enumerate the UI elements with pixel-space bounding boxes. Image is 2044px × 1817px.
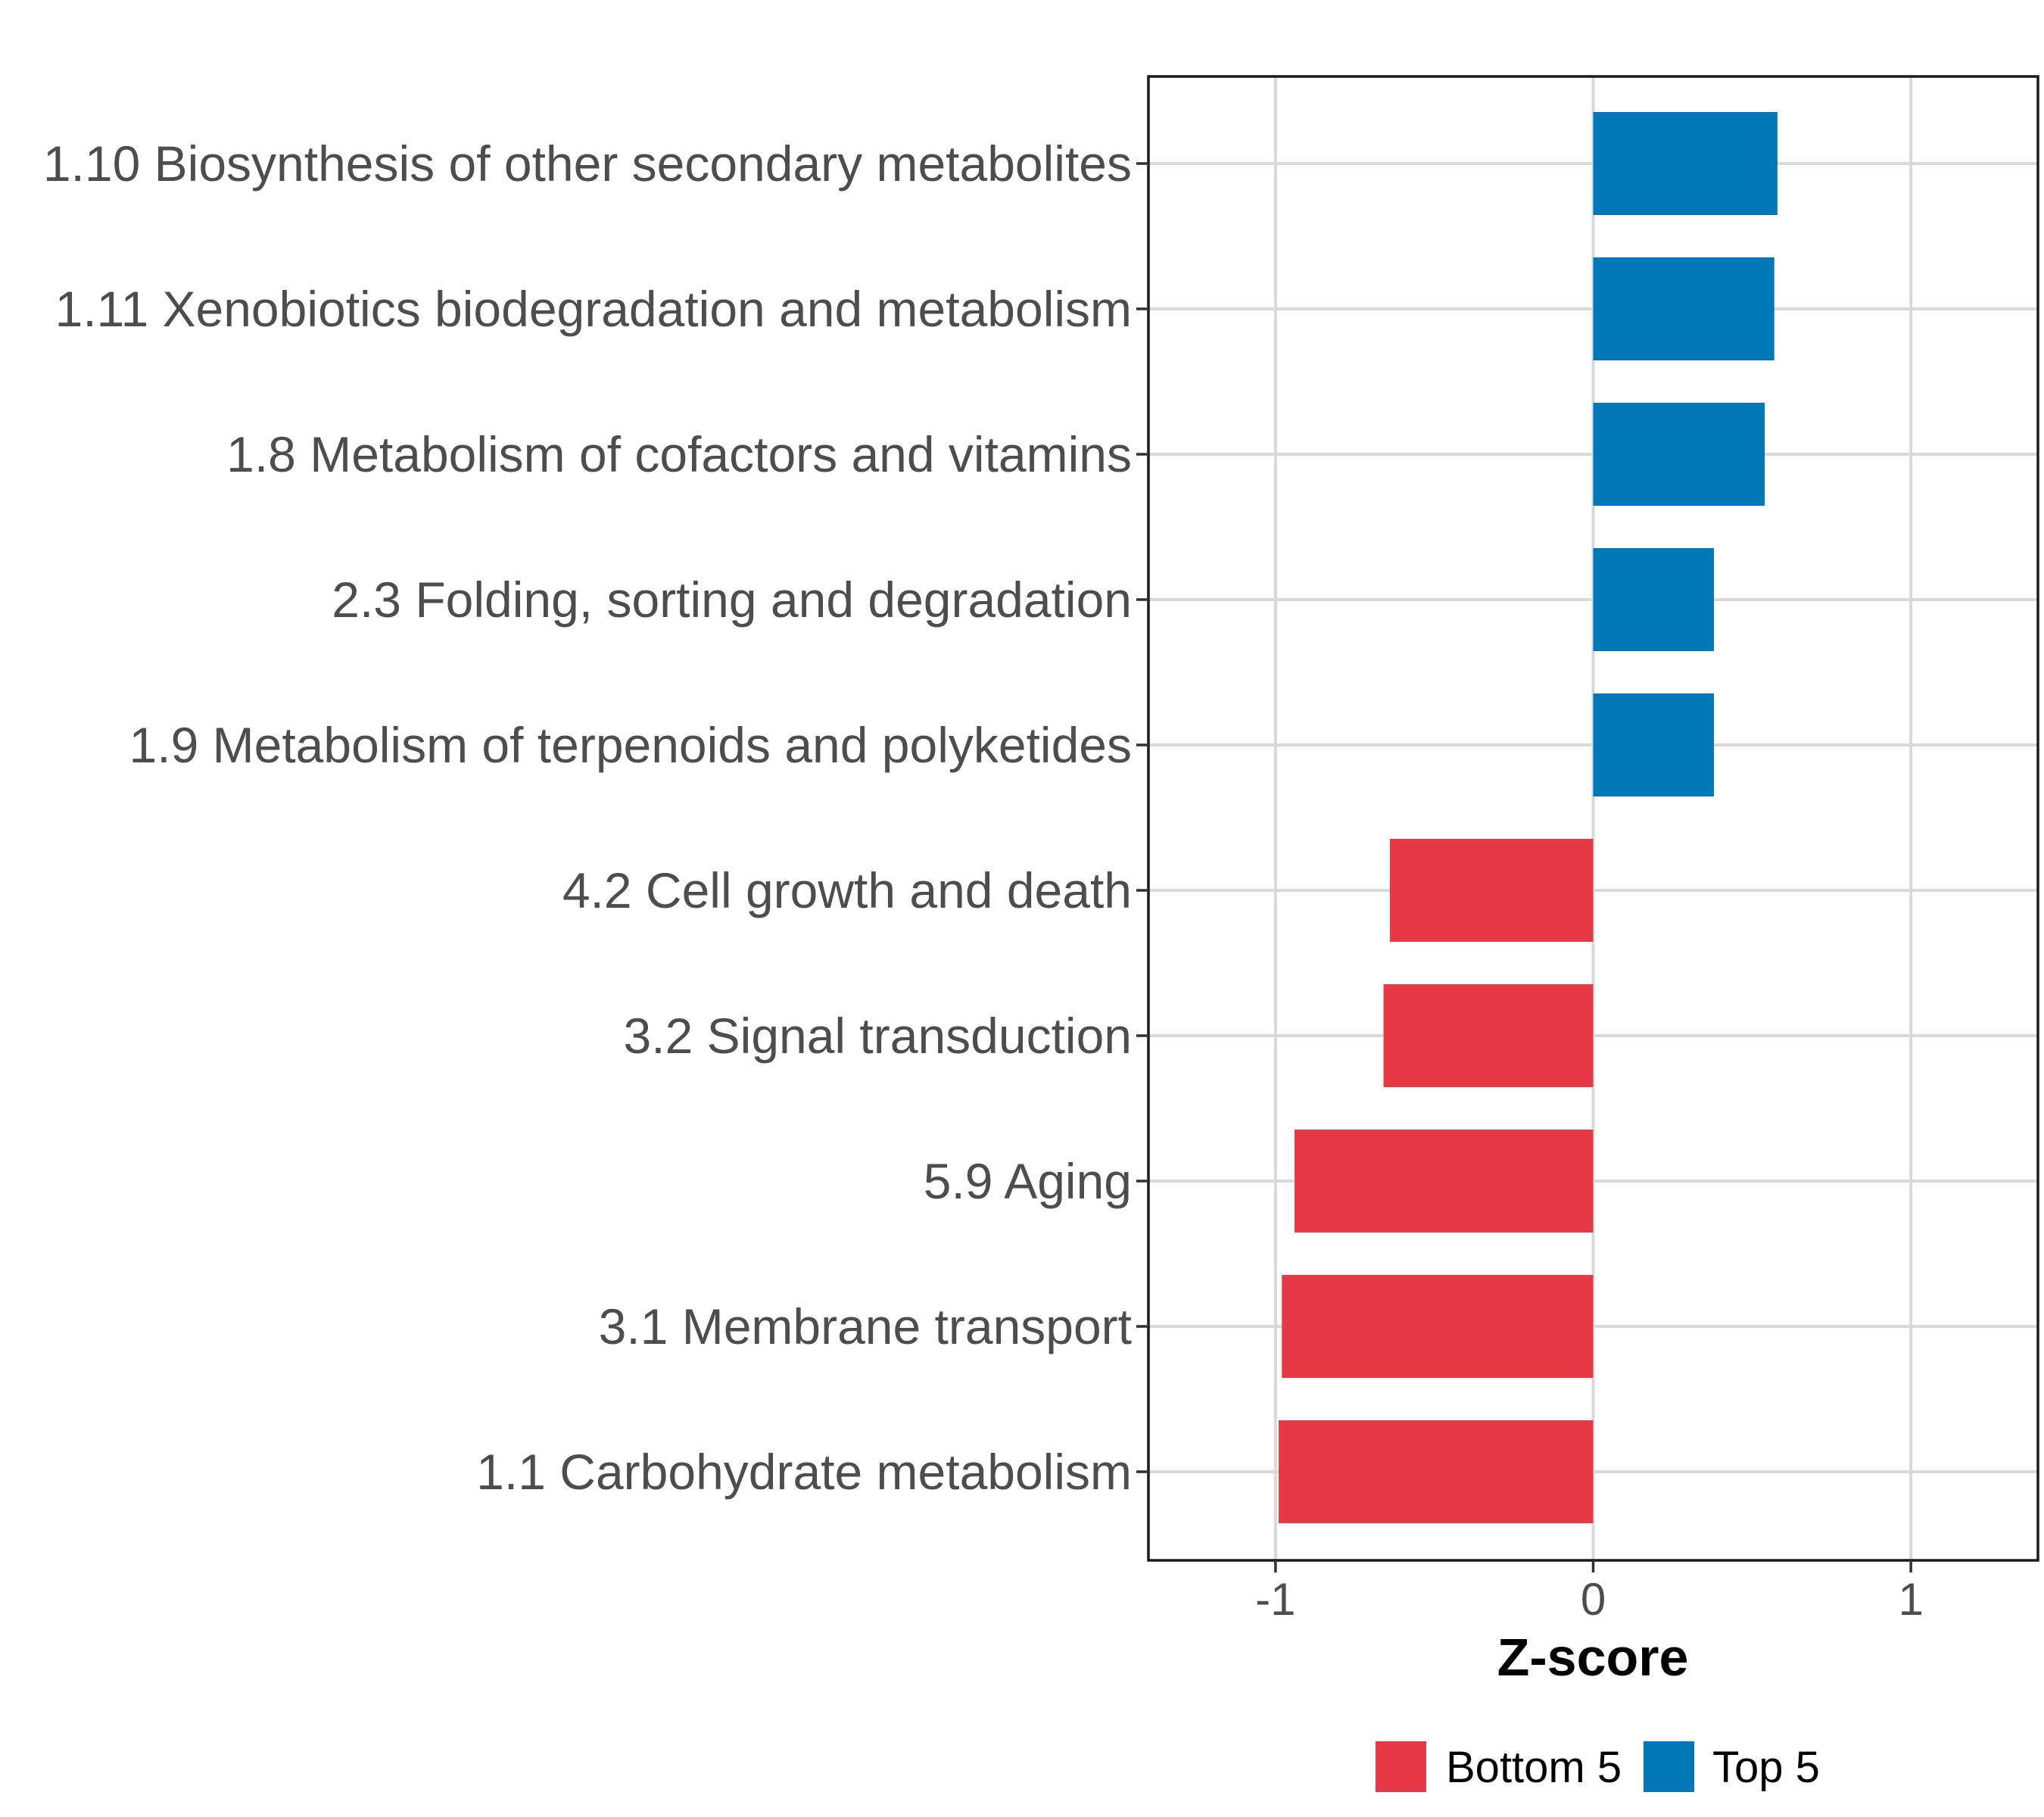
- bar-3: [1593, 403, 1765, 506]
- bar-10: [1279, 1420, 1594, 1523]
- legend: Bottom 5 Top 5: [1376, 1741, 1820, 1792]
- bar-6: [1389, 839, 1594, 942]
- bar-8: [1295, 1130, 1594, 1233]
- y-axis-ticks: [1136, 162, 1148, 1473]
- category-label: 3.2 Signal transduction: [624, 1008, 1132, 1064]
- category-label: 4.2 Cell growth and death: [562, 862, 1132, 918]
- bar-7: [1383, 984, 1594, 1087]
- bar-1: [1593, 112, 1778, 215]
- category-label: 3.1 Membrane transport: [599, 1298, 1132, 1354]
- category-label: 1.10 Biosynthesis of other secondary met…: [43, 136, 1132, 192]
- category-label: 1.11 Xenobiotics biodegradation and meta…: [55, 281, 1132, 337]
- x-tick-label: 0: [1581, 1574, 1606, 1625]
- x-axis-ticks: [1274, 1560, 1912, 1572]
- legend-swatch-top-5: [1644, 1741, 1694, 1792]
- legend-label-top-5: Top 5: [1712, 1743, 1820, 1792]
- category-label: 2.3 Folding, sorting and degradation: [332, 572, 1132, 628]
- category-label: 5.9 Aging: [924, 1153, 1132, 1209]
- legend-swatch-bottom-5: [1376, 1741, 1426, 1792]
- x-tick-label: 1: [1898, 1574, 1923, 1625]
- y-axis-labels: 1.10 Biosynthesis of other secondary met…: [43, 136, 1132, 1500]
- bar-2: [1593, 257, 1774, 360]
- x-tick-label: -1: [1255, 1574, 1295, 1625]
- legend-label-bottom-5: Bottom 5: [1446, 1743, 1622, 1792]
- bar-4: [1593, 548, 1714, 651]
- category-label: 1.8 Metabolism of cofactors and vitamins: [226, 426, 1132, 482]
- x-axis-labels: -1 0 1: [1255, 1574, 1924, 1625]
- category-label: 1.9 Metabolism of terpenoids and polyket…: [129, 717, 1132, 773]
- x-axis-title: Z-score: [1497, 1628, 1689, 1687]
- bar-5: [1593, 693, 1714, 796]
- bars: [1279, 112, 1778, 1523]
- category-label: 1.1 Carbohydrate metabolism: [476, 1444, 1132, 1500]
- bar-9: [1282, 1275, 1594, 1378]
